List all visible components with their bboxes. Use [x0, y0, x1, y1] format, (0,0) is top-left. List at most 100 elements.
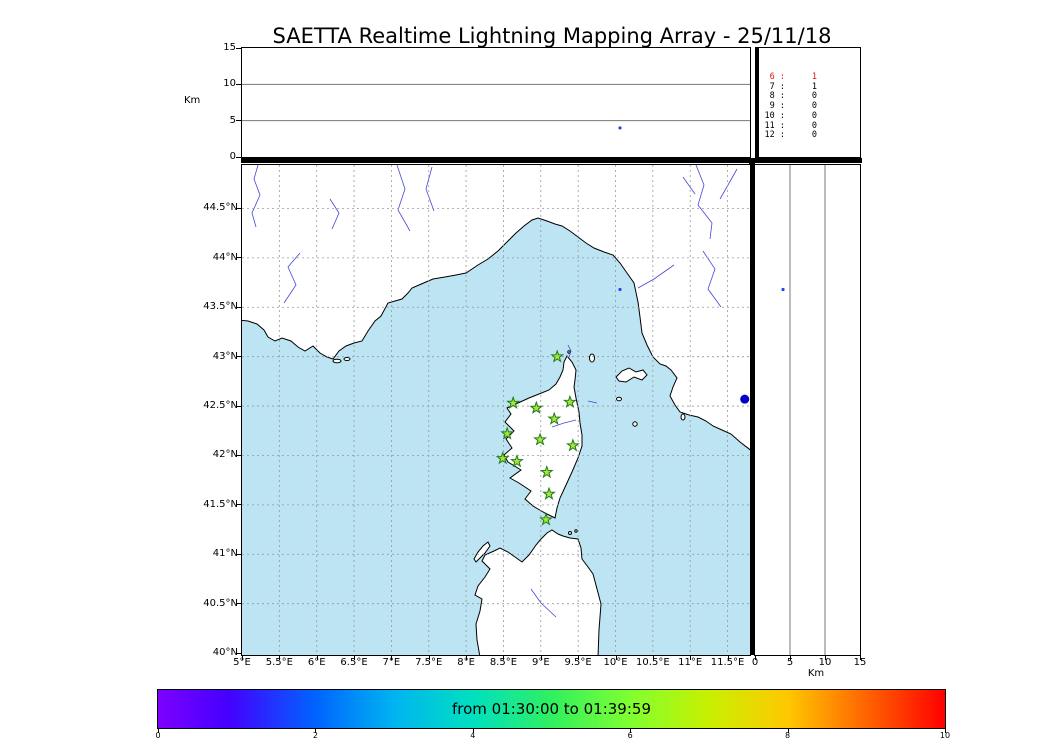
- altitude-axis-label-right: Km: [807, 668, 825, 679]
- altitude-gridlines: [242, 83, 750, 122]
- latitude-tick-label: 42°N: [212, 449, 238, 461]
- figure-title: SAETTA Realtime Lightning Mapping Array …: [272, 24, 832, 48]
- altitude-tick-label: 5: [229, 114, 236, 126]
- altitude-right-tick-mark: [755, 655, 756, 660]
- altitude-right-tick-mark: [790, 655, 791, 660]
- maddalena-islet: [568, 531, 572, 535]
- panel-separator-vertical: [749, 158, 755, 655]
- colorbar-tick-mark: [630, 729, 632, 733]
- latitude-tick-label: 42.5°N: [203, 400, 238, 412]
- count-label: 10 :: [764, 110, 785, 121]
- source-count-rows: 6 : 1 7 : 1 8 : 0 9 : 0 10 : 0 11 : 0 12 : 0: [761, 72, 860, 141]
- longitude-tick-label: 8.5°E: [489, 657, 518, 668]
- river: [251, 165, 261, 228]
- time-colorbar: from 01:30:00 to 01:39:59: [157, 689, 946, 729]
- colorbar-tick-label: 10: [939, 731, 951, 740]
- colorbar-tick-label: 8: [785, 731, 791, 740]
- map-gridlines: [242, 165, 750, 655]
- river: [329, 198, 340, 230]
- latitude-tick-label: 44°N: [212, 251, 238, 263]
- river: [567, 344, 572, 358]
- sardinia-island: [474, 529, 602, 655]
- latitude-tick-mark: [236, 257, 241, 259]
- asinara-island: [473, 541, 491, 563]
- count-row: 12 : 0: [761, 131, 860, 141]
- count-value: 0: [811, 110, 817, 121]
- station-star-marker: [506, 395, 521, 410]
- elba-island: [615, 367, 648, 383]
- river: [695, 165, 713, 240]
- longitude-tick-label: 11°E: [678, 657, 703, 668]
- colorbar-tick-label: 6: [627, 731, 633, 740]
- count-value: 1: [811, 72, 817, 82]
- corsica-island: [503, 355, 583, 519]
- longitude-tick-label: 10°E: [603, 657, 628, 668]
- station-star-marker: [565, 438, 580, 452]
- latitude-tick-label: 44.5°N: [203, 202, 238, 214]
- latitude-tick-label: 41.5°N: [203, 498, 238, 510]
- altitude-right-tick-mark: [860, 655, 861, 660]
- longitude-tick-mark: [503, 655, 505, 660]
- colorbar-tick-mark: [472, 729, 474, 733]
- latitude-tick-mark: [236, 207, 241, 209]
- altitude-tick-mark: [236, 120, 241, 122]
- colorbar-tick-label: 2: [312, 731, 318, 740]
- river: [682, 176, 696, 195]
- lightning-source-dot: [781, 287, 785, 292]
- longitude-tick-label: 11.5°E: [710, 657, 745, 668]
- longitude-tick-mark: [428, 655, 430, 660]
- panel-separator-horizontal: [241, 158, 862, 163]
- river: [283, 252, 301, 304]
- count-label: 11 :: [764, 120, 785, 131]
- altitude-axis-label: Km: [184, 95, 201, 106]
- latitude-tick-label: 43.5°N: [203, 301, 238, 313]
- station-star-marker: [550, 349, 565, 363]
- altitude-tick-mark: [236, 47, 241, 49]
- altitude-tick-mark: [236, 156, 241, 158]
- count-row: 11 : 0: [761, 120, 860, 132]
- station-star-marker: [562, 394, 577, 409]
- latitude-tick-mark: [236, 356, 241, 358]
- count-row: 10 : 0: [761, 110, 860, 122]
- count-row: 8 : 0: [761, 92, 860, 102]
- lightning-source-dot: [618, 287, 622, 292]
- pianosa-island: [616, 396, 622, 402]
- river: [702, 250, 722, 308]
- count-value: 0: [811, 130, 817, 141]
- count-value: 0: [811, 91, 817, 102]
- station-star-marker: [539, 512, 553, 526]
- latitude-tick-mark: [236, 553, 241, 555]
- longitude-tick-mark: [540, 655, 542, 660]
- count-label: 6 :: [769, 72, 785, 82]
- mainland-coastline: [242, 165, 750, 451]
- altitude-tick-label: 10: [223, 78, 236, 90]
- colorbar-tick-label: 4: [470, 731, 476, 740]
- river: [530, 588, 557, 618]
- altitude-latitude-canvas: [781, 165, 826, 655]
- longitude-tick-label: 8°E: [457, 657, 475, 668]
- river: [396, 165, 411, 232]
- count-label: 8 :: [769, 91, 785, 102]
- altitude-longitude-panel: [241, 47, 751, 158]
- count-label: 12 :: [764, 130, 785, 141]
- latitude-tick-mark: [236, 306, 241, 308]
- count-row: 9 : 0: [761, 101, 860, 112]
- giglio-island: [680, 413, 686, 421]
- longitude-tick-label: 6°E: [307, 657, 326, 668]
- time-window-label: from 01:30:00 to 01:39:59: [451, 700, 651, 718]
- porquerolles-island: [332, 358, 342, 364]
- station-star-marker: [495, 451, 510, 465]
- station-star-marker: [529, 400, 544, 414]
- altitude-longitude-points: [618, 126, 622, 130]
- altitude-latitude-points: [781, 287, 785, 292]
- colorbar-tick-label: 0: [155, 731, 161, 740]
- latitude-tick-label: 40°N: [212, 647, 238, 659]
- longitude-tick-mark: [578, 655, 580, 660]
- longitude-tick-label: 5.5°E: [265, 657, 293, 668]
- river: [551, 419, 577, 428]
- longitude-tick-mark: [391, 655, 393, 660]
- altitude-right-tick-label: 0: [751, 657, 759, 668]
- river: [719, 168, 738, 200]
- colorbar-tick-mark: [787, 729, 789, 733]
